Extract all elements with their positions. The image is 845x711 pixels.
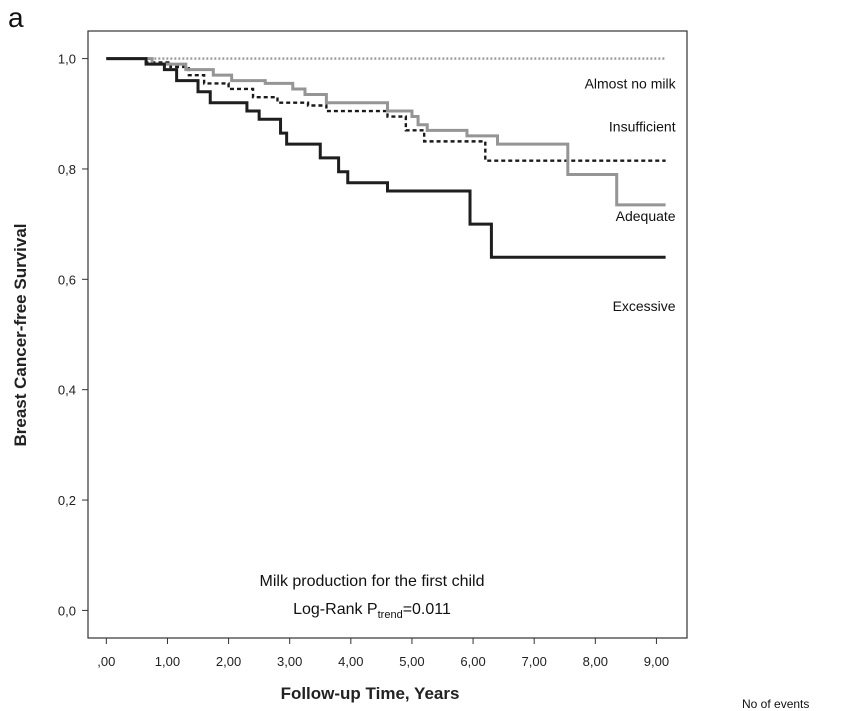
x-tick-label: 2,00 (216, 654, 241, 669)
annotation-line-2: Log-Rank Ptrend=0.011 (293, 601, 451, 621)
x-axis-title: Follow-up Time, Years (281, 684, 460, 703)
y-tick-label: 1,0 (58, 52, 76, 67)
y-tick-label: 0,6 (58, 272, 76, 287)
axes-layer: 0,0 0,2 0,4 0,6 0,8 1,0 ,00 1,00 2,00 3,00 4,00 5,0… (58, 30, 688, 669)
x-tick-label: 8,00 (583, 654, 608, 669)
x-tick-label: 1,00 (155, 654, 180, 669)
annotation-trend-subscript: trend (378, 609, 403, 621)
x-tick-label: 5,00 (399, 654, 424, 669)
y-axis-title: Breast Cancer-free Survival (11, 223, 30, 446)
x-tick-label: 6,00 (460, 654, 485, 669)
x-tick-label: 9,00 (644, 654, 669, 669)
panel-letter: a (8, 2, 24, 33)
series-label: Adequate (616, 208, 676, 224)
plot-frame (87, 30, 688, 639)
series-labels: Almost no milk Insufficient Adequate Excess… (585, 75, 677, 313)
series-label: Insufficient (609, 118, 676, 134)
series-line-insufficient (106, 57, 666, 162)
y-tick-label: 0,0 (58, 603, 76, 618)
x-tick-label: ,00 (97, 654, 115, 669)
series-line-excessive (106, 57, 666, 259)
x-tick-label: 4,00 (338, 654, 363, 669)
series-layer (106, 57, 666, 259)
y-tick-label: 0,2 (58, 493, 76, 508)
series-label: Excessive (613, 298, 676, 314)
series-label: Almost no milk (585, 75, 677, 91)
y-tick-label: 0,4 (58, 383, 76, 398)
y-tick-label: 0,8 (58, 162, 76, 177)
x-tick-label: 3,00 (277, 654, 302, 669)
footer-note: No of events (742, 697, 810, 711)
annotation-p-value: =0.011 (403, 601, 451, 618)
x-tick-label: 7,00 (522, 654, 547, 669)
series-line-adequate (106, 57, 666, 207)
annotation-line-1: Milk production for the first child (260, 573, 485, 590)
annotation-log-rank: Log-Rank P (293, 601, 378, 618)
